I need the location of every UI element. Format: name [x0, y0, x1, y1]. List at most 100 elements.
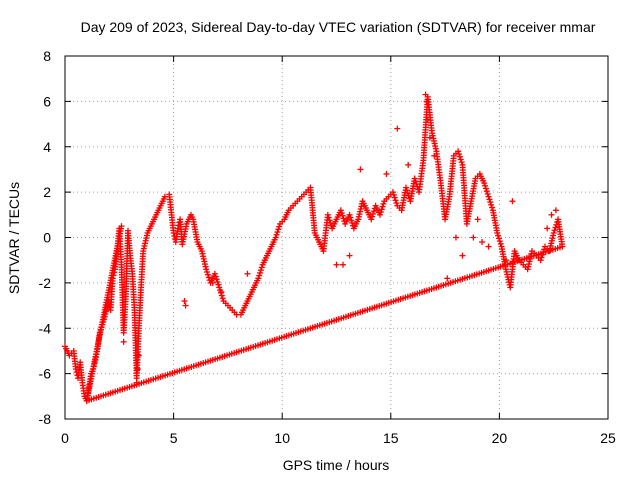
data-point: [459, 252, 466, 259]
x-axis-label: GPS time / hours: [283, 457, 390, 473]
data-point: [405, 161, 412, 168]
data-point: [389, 189, 396, 196]
data-point: [502, 257, 509, 264]
data-point: [346, 211, 353, 218]
x-tick-label: 15: [383, 430, 399, 446]
data-point: [209, 279, 216, 286]
data-point-interp: [551, 227, 558, 234]
grid-layer: [65, 56, 608, 419]
data-point: [411, 175, 418, 182]
data-point: [203, 266, 210, 273]
data-point-interp: [482, 185, 489, 192]
data-point: [357, 166, 364, 173]
data-series: [62, 91, 566, 404]
data-point: [346, 252, 353, 259]
data-point: [218, 288, 225, 295]
data-point-interp: [370, 208, 377, 215]
data-point-interp: [327, 219, 334, 226]
data-point-interp: [489, 204, 496, 211]
data-point: [181, 298, 188, 305]
data-point: [368, 216, 375, 223]
data-point: [133, 379, 140, 386]
y-tick-label: 0: [43, 230, 51, 246]
data-point: [383, 170, 390, 177]
data-point: [509, 198, 516, 205]
data-point: [340, 261, 347, 268]
tick-layer: 0 5 10 15 20 25 -8 -6 -4 -2 0 2 4 6 8: [39, 48, 616, 446]
y-tick-label: -8: [39, 411, 52, 427]
data-point-interp: [377, 209, 384, 216]
y-tick-label: 4: [43, 139, 51, 155]
data-point: [216, 284, 223, 291]
data-point-interp: [274, 229, 281, 236]
data-point: [134, 366, 141, 373]
data-point-interp: [273, 231, 280, 238]
data-point-interp: [369, 210, 376, 217]
data-point-interp: [257, 267, 264, 274]
data-point-interp: [340, 215, 347, 222]
x-tick-label: 0: [61, 430, 69, 446]
data-point-interp: [456, 151, 463, 158]
data-point: [548, 211, 555, 218]
data-point-interp: [392, 197, 399, 204]
data-point-interp: [205, 274, 212, 281]
data-point: [431, 152, 438, 159]
data-point-interp: [204, 268, 211, 275]
data-point: [403, 184, 410, 191]
data-point-interp: [495, 232, 502, 239]
data-point: [72, 366, 79, 373]
data-point-interp: [458, 159, 465, 166]
data-point: [481, 180, 488, 187]
data-point: [485, 193, 492, 200]
data-point-interp: [380, 200, 387, 207]
data-point: [494, 229, 501, 236]
data-point: [324, 211, 331, 218]
data-point-interp: [390, 191, 397, 198]
y-tick-label: 8: [43, 48, 51, 64]
data-point-interp: [215, 281, 222, 288]
y-tick-label: -4: [39, 320, 52, 336]
data-point: [182, 302, 189, 309]
data-point: [426, 134, 433, 141]
data-point: [479, 239, 486, 246]
data-point-interp: [326, 217, 333, 224]
x-tick-label: 10: [274, 430, 290, 446]
data-point-interp: [391, 194, 398, 201]
data-point-interp: [348, 217, 355, 224]
data-point-interp: [212, 273, 219, 280]
data-point: [423, 98, 430, 105]
data-point-interp: [213, 276, 220, 283]
data-point-interp: [257, 269, 264, 276]
data-point: [120, 338, 127, 345]
y-tick-label: 2: [43, 184, 51, 200]
data-point: [211, 270, 218, 277]
data-point: [452, 234, 459, 241]
data-point-interp: [403, 187, 410, 194]
data-point-interp: [393, 200, 400, 207]
data-point: [244, 270, 251, 277]
data-point-interp: [482, 182, 489, 189]
data-point-interp: [338, 209, 345, 216]
data-point: [333, 261, 340, 268]
data-point-interp: [369, 213, 376, 220]
data-point: [455, 148, 462, 155]
data-point: [485, 243, 492, 250]
data-point: [394, 125, 401, 132]
data-point-interp: [484, 190, 491, 197]
data-point: [118, 223, 125, 230]
data-point: [424, 116, 431, 123]
data-point-interp: [487, 199, 494, 206]
data-point-interp: [275, 226, 282, 233]
data-point-interp: [456, 153, 463, 160]
data-point-interp: [325, 214, 332, 221]
data-point-interp: [495, 235, 502, 242]
data-point-interp: [486, 196, 493, 203]
data-point-interp: [258, 264, 265, 271]
y-tick-label: -6: [39, 366, 52, 382]
y-tick-label: -2: [39, 275, 52, 291]
data-point-interp: [457, 156, 464, 163]
data-point-interp: [497, 240, 504, 247]
data-point: [550, 229, 557, 236]
data-point-interp: [219, 295, 226, 302]
